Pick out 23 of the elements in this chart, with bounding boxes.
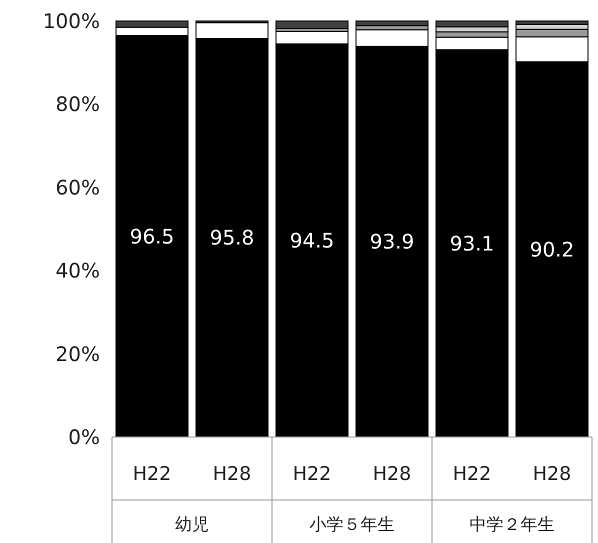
x-tick-label: H28 [212,463,252,485]
x-tick-label: H22 [292,463,332,485]
y-tick-label: 60% [56,175,100,200]
data-label: 90.2 [530,237,574,262]
text: 中学２年生 [470,515,554,535]
y-tick-label: 100% [42,9,100,33]
data-label: 95.8 [210,226,254,250]
data-label: 96.5 [130,224,174,248]
x-tick-label: H22 [452,463,492,485]
text: 幼児 [175,515,209,535]
bar [276,20,348,29]
y-tick-label: 20% [56,342,100,366]
data-label: 94.5 [290,228,334,252]
data-label: 93.9 [370,230,414,254]
text: 小学５年生 [310,515,394,535]
y-tick-label: 40% [56,258,100,283]
data-label: 93.1 [450,231,494,256]
y-tick-label: 80% [56,92,100,116]
y-tick-label: 0% [68,425,100,449]
x-tick-label: H28 [532,463,572,485]
bar [356,20,428,26]
x-tick-label: H28 [372,463,412,485]
x-tick-label: H22 [132,463,172,485]
